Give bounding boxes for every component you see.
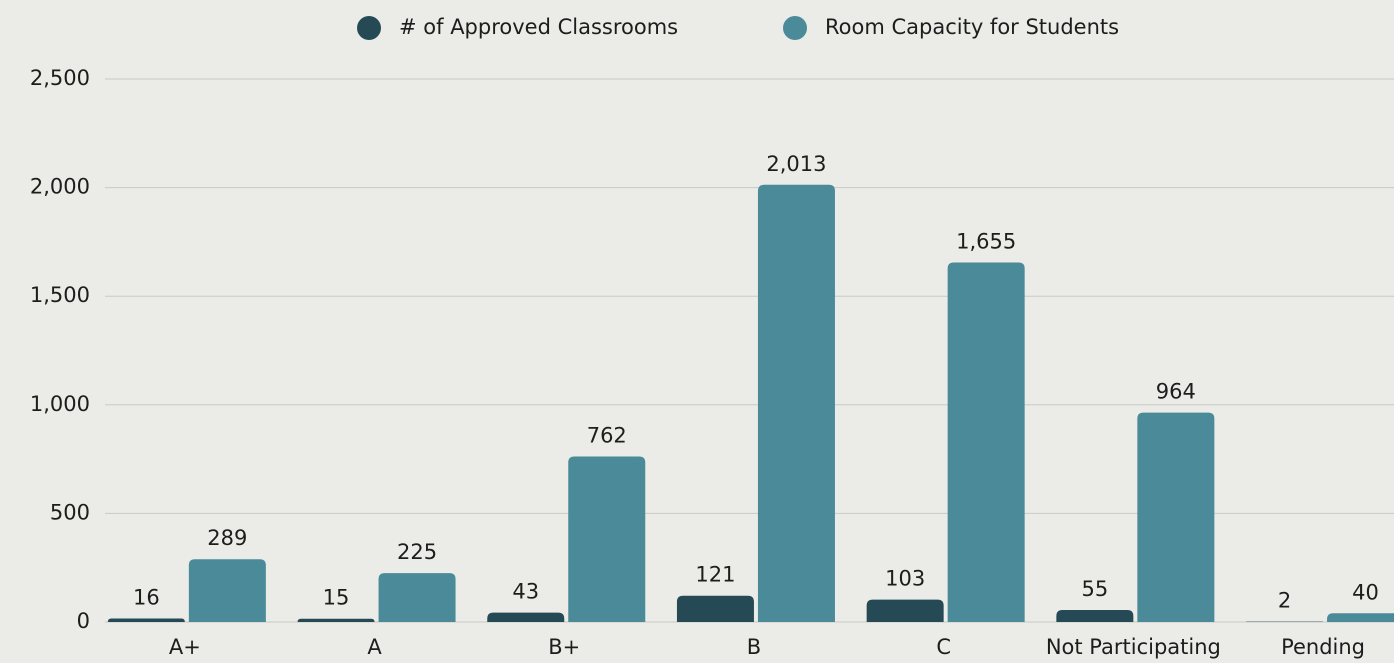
y-tick-label: 2,000 — [30, 175, 90, 199]
data-label: 55 — [1081, 577, 1108, 601]
data-label: 964 — [1156, 380, 1196, 404]
bar — [1137, 412, 1215, 622]
bar — [866, 599, 944, 622]
y-tick-label: 1,500 — [30, 283, 90, 307]
data-label: 225 — [397, 540, 437, 564]
y-tick-label: 2,500 — [30, 66, 90, 90]
x-tick-label: A+ — [169, 635, 201, 659]
bar — [378, 573, 456, 622]
bar — [1327, 613, 1394, 622]
legend-label: Room Capacity for Students — [825, 15, 1119, 39]
data-label: 15 — [323, 586, 350, 610]
bar — [297, 618, 375, 622]
x-tick-label: B+ — [548, 635, 580, 659]
bar — [568, 456, 646, 622]
y-tick-label: 1,000 — [30, 392, 90, 416]
bar — [107, 618, 185, 622]
data-label: 40 — [1352, 580, 1379, 604]
bar — [757, 184, 835, 622]
x-tick-label: B — [747, 635, 761, 659]
bar — [947, 262, 1025, 622]
x-tick-label: A — [367, 635, 382, 659]
bar — [188, 559, 266, 622]
y-tick-label: 0 — [77, 609, 90, 633]
data-label: 2,013 — [766, 152, 826, 176]
bar — [676, 595, 754, 622]
y-tick-label: 500 — [50, 500, 90, 524]
data-label: 762 — [587, 423, 627, 447]
legend-marker — [783, 16, 807, 40]
x-tick-label: C — [936, 635, 951, 659]
bar — [487, 612, 565, 622]
data-label: 289 — [207, 526, 247, 550]
data-label: 16 — [133, 586, 160, 610]
data-label: 2 — [1278, 589, 1291, 613]
x-tick-label: Not Participating — [1046, 635, 1221, 659]
data-label: 121 — [695, 563, 735, 587]
legend-marker — [357, 16, 381, 40]
x-tick-label: Pending — [1281, 635, 1365, 659]
data-label: 103 — [885, 567, 925, 591]
data-label: 1,655 — [956, 230, 1016, 254]
data-label: 43 — [512, 580, 539, 604]
bar — [1056, 610, 1134, 622]
legend-label: # of Approved Classrooms — [399, 15, 678, 39]
